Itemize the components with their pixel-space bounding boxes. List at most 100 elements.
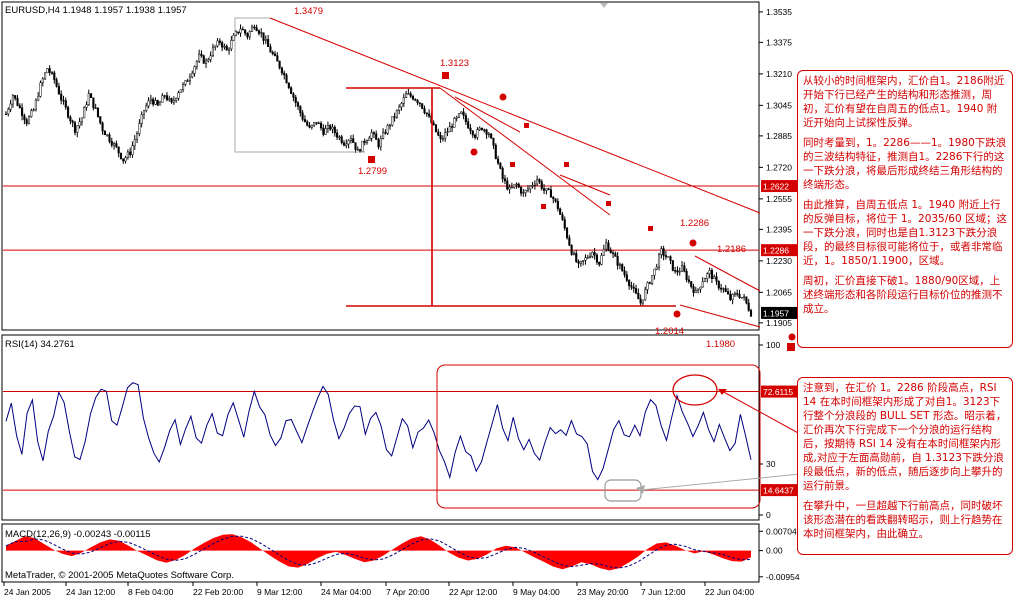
candle-body	[726, 291, 730, 295]
candle-body	[319, 122, 323, 129]
candle-body	[142, 110, 146, 115]
price-annotation: 1.2186	[717, 244, 746, 255]
candle-body	[508, 187, 511, 190]
candle-body	[182, 84, 185, 90]
candle-body	[218, 40, 221, 43]
candle-body	[94, 107, 97, 109]
candle-body	[398, 106, 401, 111]
candle-body	[165, 95, 169, 101]
candle-body	[568, 237, 571, 246]
candle-body	[333, 126, 336, 134]
candle-body	[276, 55, 279, 62]
candle-body	[611, 252, 615, 254]
candle-body	[78, 121, 81, 127]
candle-body	[607, 242, 610, 251]
candle-body	[469, 127, 472, 132]
price-annotation: 1.2799	[358, 166, 387, 177]
main-note-box: 从较小的时间框架内，汇价自1。2186附近开始下行已经产生的结构和形态推测，周初…	[797, 70, 1013, 348]
candle-body	[375, 133, 378, 140]
x-tick-label: 23 May 20:00	[577, 587, 629, 597]
candle-body	[133, 139, 136, 146]
candle-body	[660, 248, 663, 255]
level-label: 1.2286	[763, 246, 789, 256]
macd-histogram	[6, 534, 751, 571]
candle-body	[630, 285, 633, 288]
candle-body	[90, 93, 93, 98]
candle-body	[170, 98, 173, 103]
marker-square	[510, 162, 515, 167]
candle-body	[729, 293, 732, 301]
marker-square	[541, 204, 546, 209]
candle-body	[159, 102, 162, 106]
candle-body	[96, 107, 100, 117]
candle-body	[538, 179, 541, 183]
candle-body	[731, 294, 734, 301]
candle-body	[480, 127, 484, 131]
candle-body	[703, 278, 707, 282]
candle-body	[437, 131, 440, 136]
x-tick-label: 9 Mar 12:00	[257, 587, 303, 597]
candle-body	[255, 27, 258, 32]
candle-body	[697, 288, 700, 291]
candle-body	[715, 276, 718, 282]
candle-body	[92, 97, 95, 109]
candle-body	[476, 129, 479, 138]
candle-body	[129, 151, 132, 155]
candle-body	[363, 140, 366, 143]
candle-body	[644, 289, 647, 301]
candle-body	[678, 271, 681, 273]
x-tick-label: 24 Mar 04:00	[321, 587, 371, 597]
candle-body	[517, 183, 520, 188]
candle-body	[356, 149, 359, 151]
candle-body	[342, 142, 346, 146]
candle-body	[722, 288, 725, 290]
candle-body	[345, 143, 348, 146]
candle-body	[439, 135, 442, 139]
candle-body	[520, 186, 523, 194]
candle-body	[230, 40, 233, 50]
candlestick-series	[4, 24, 753, 317]
candle-body	[124, 157, 127, 162]
marker-square	[648, 226, 653, 231]
candle-body	[27, 116, 31, 124]
candle-body	[462, 111, 465, 116]
y-tick-label: 1.2065	[766, 287, 792, 297]
x-tick-label: 9 May 04:00	[513, 587, 560, 597]
rsi-tick-label: 100	[766, 340, 780, 350]
candle-body	[713, 276, 716, 279]
candle-body	[21, 107, 24, 116]
candle-body	[747, 302, 750, 311]
candle-body	[687, 279, 690, 282]
candle-body	[184, 80, 187, 85]
channel-line-upper	[559, 174, 611, 196]
rsi-level-box	[761, 385, 797, 398]
candle-body	[338, 136, 341, 138]
candle-body	[605, 242, 608, 250]
candle-body	[113, 143, 116, 146]
candle-body	[701, 281, 704, 288]
candle-body	[241, 28, 244, 31]
candle-body	[239, 28, 242, 34]
candle-body	[690, 281, 693, 287]
candle-body	[595, 254, 598, 263]
candle-body	[501, 168, 504, 179]
candle-body	[246, 33, 249, 38]
candle-body	[299, 106, 302, 114]
candle-body	[664, 255, 667, 258]
candle-body	[269, 46, 272, 53]
candle-body	[37, 96, 40, 101]
candle-body	[101, 122, 104, 132]
x-tick-label: 7 Jun 12:00	[641, 587, 686, 597]
candle-body	[257, 30, 260, 34]
level-label-box	[761, 306, 797, 319]
candle-body	[352, 138, 355, 143]
candle-body	[648, 282, 651, 284]
candle-body	[71, 120, 74, 123]
rsi-level-box	[761, 484, 797, 497]
candle-body	[386, 125, 389, 134]
candle-body	[579, 260, 582, 264]
candle-body	[717, 281, 720, 289]
candle-body	[195, 60, 198, 67]
candle-body	[667, 256, 670, 258]
